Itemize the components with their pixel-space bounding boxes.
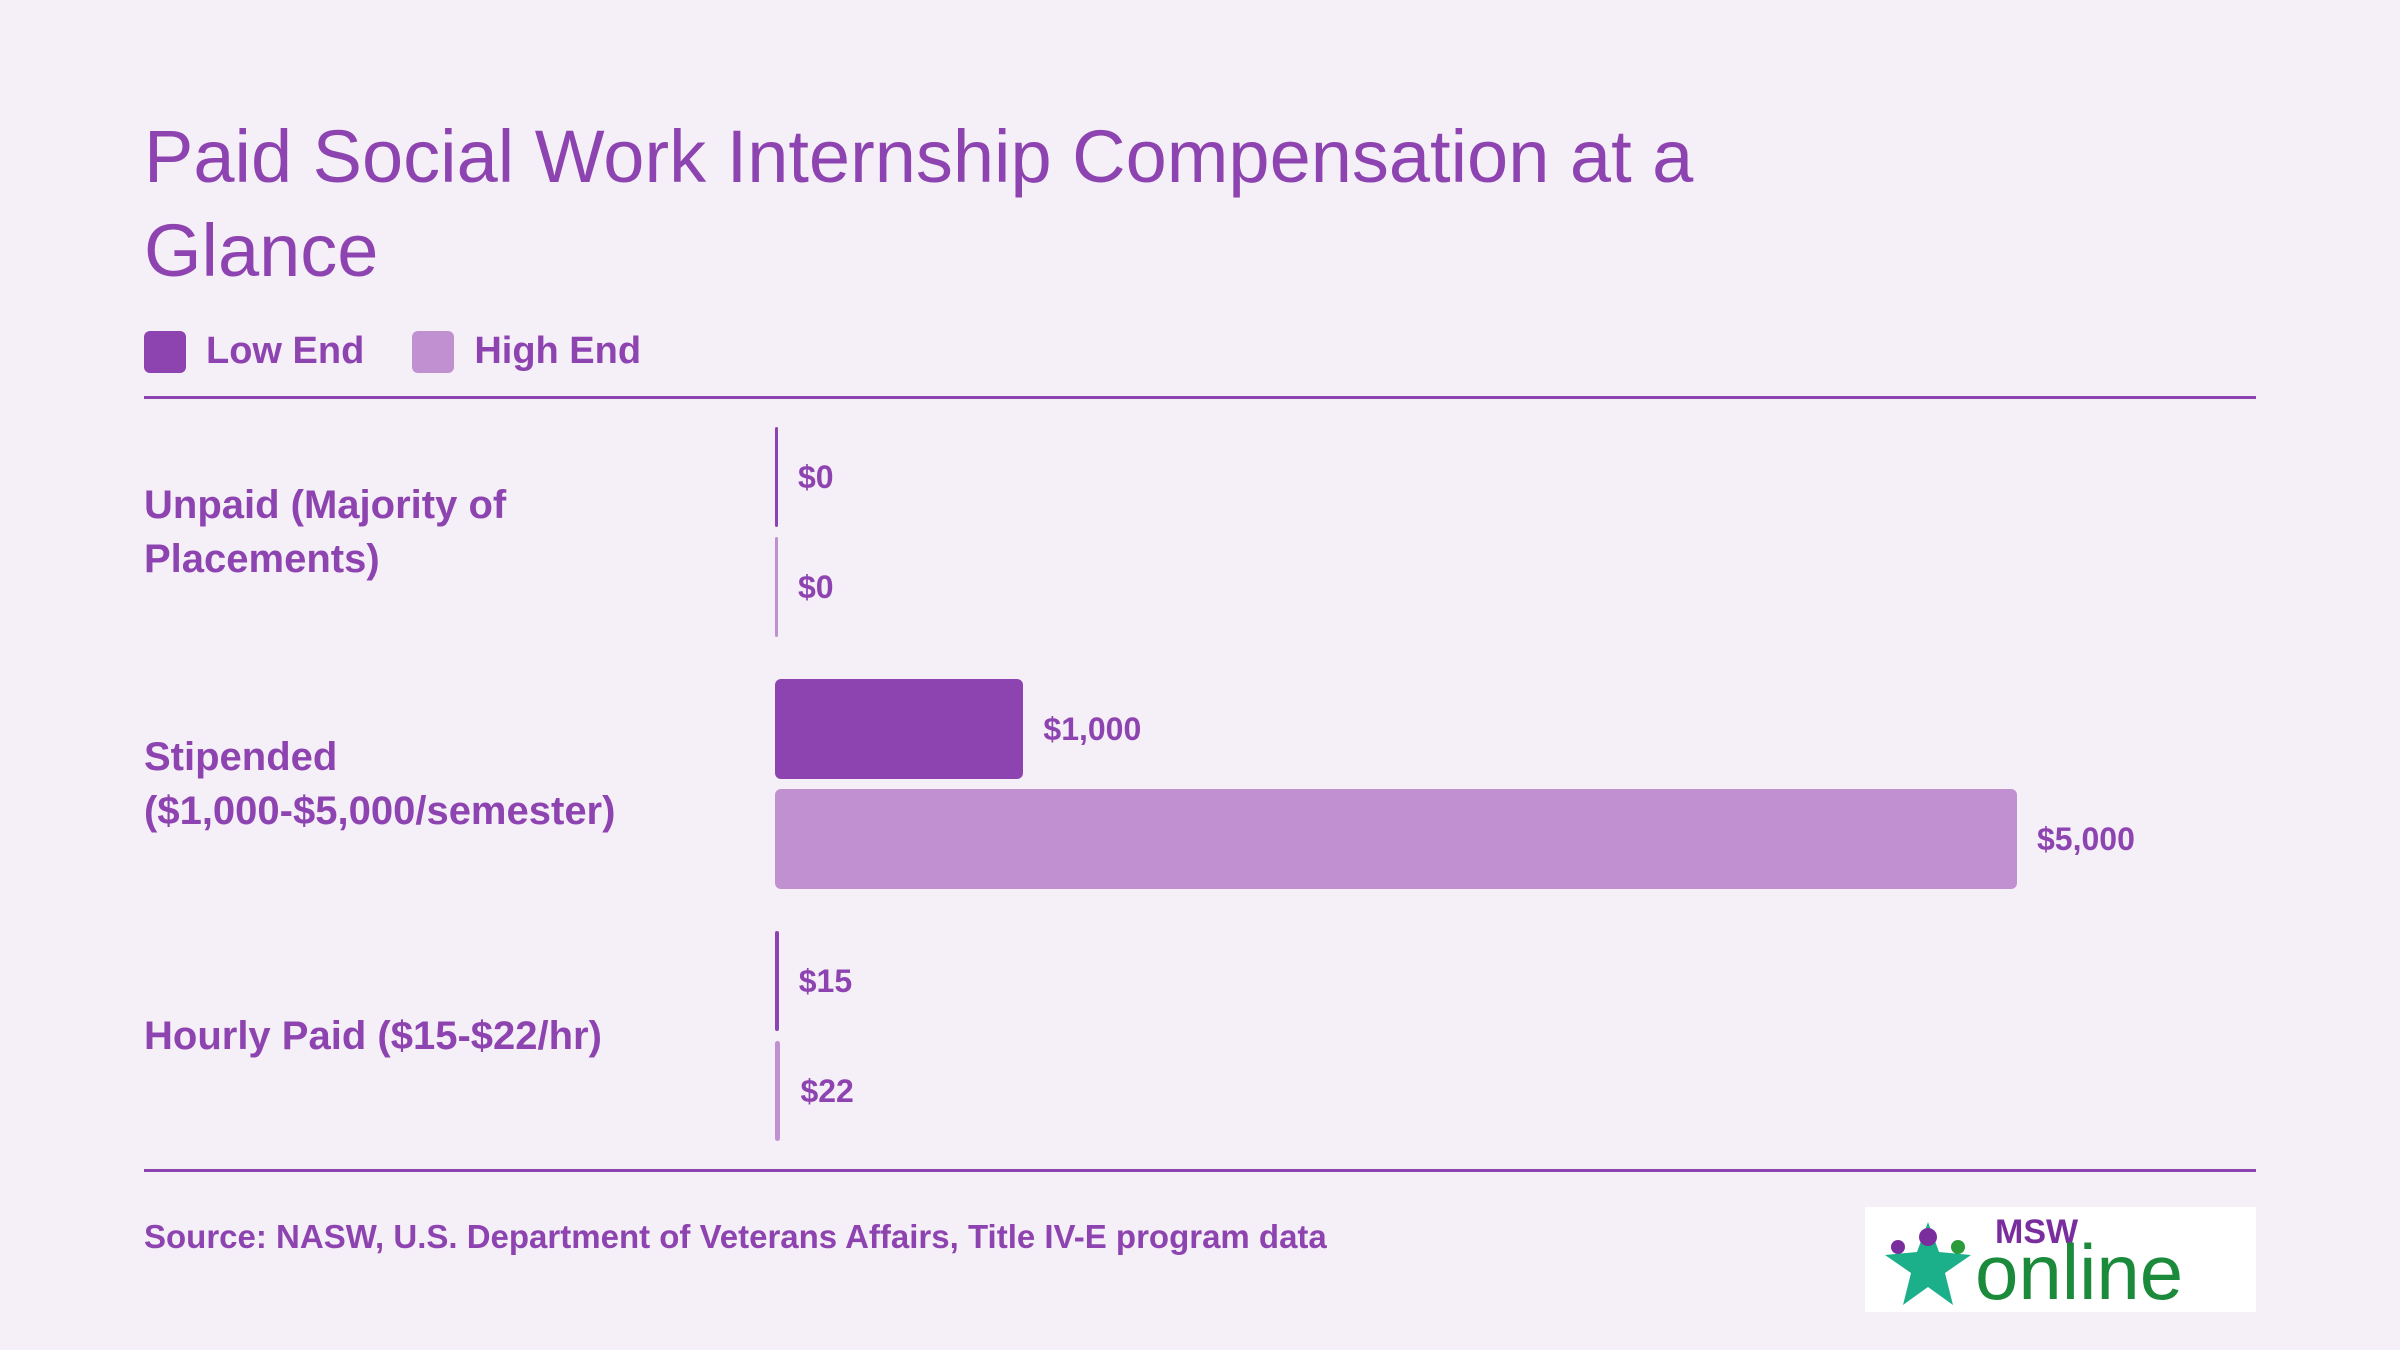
bottom-rule: [144, 1169, 2256, 1172]
legend-swatch: [412, 330, 455, 373]
bar: [775, 789, 2017, 889]
category-label: Unpaid (Majority of Placements): [144, 483, 507, 581]
value-label: $0: [798, 568, 834, 605]
logo-icon: [1885, 1222, 1971, 1305]
logo: MSW online: [1865, 1207, 2256, 1316]
category-label: Hourly Paid ($15-$22/hr): [144, 1014, 602, 1058]
chart-title: Paid Social Work Internship Compensation…: [144, 115, 1694, 292]
bar: [775, 427, 778, 527]
logo-text: online: [1975, 1228, 2184, 1316]
legend-item: Low End: [144, 330, 364, 373]
legend-label: High End: [474, 330, 642, 372]
value-label: $15: [798, 962, 853, 999]
legend-swatch: [144, 330, 186, 373]
value-label: $1,000: [1043, 710, 1142, 747]
bar: [775, 679, 1024, 779]
source-note: Source: NASW, U.S. Department of Veteran…: [144, 1218, 1327, 1255]
bar: [775, 537, 778, 637]
value-label: $0: [798, 458, 834, 495]
legend-label: Low End: [206, 330, 365, 372]
bar: [775, 931, 779, 1031]
category-label: Stipended ($1,000-$5,000/semester): [144, 735, 616, 833]
bar: [775, 1041, 781, 1141]
value-label: $22: [800, 1072, 854, 1109]
logo-text: MSW: [1995, 1213, 2079, 1251]
legend-item: High End: [412, 330, 641, 373]
value-label: $5,000: [2037, 820, 2135, 857]
top-rule: [144, 396, 2256, 399]
